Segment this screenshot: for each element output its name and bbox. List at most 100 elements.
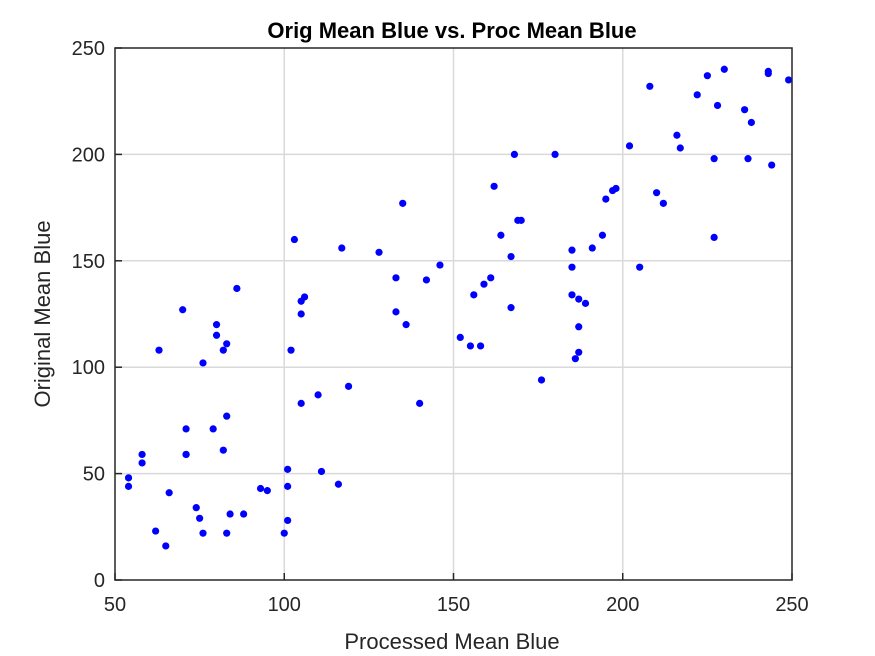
data-point xyxy=(344,382,353,390)
x-tick-label: 150 xyxy=(437,594,470,616)
grid-lines xyxy=(115,48,792,580)
data-point xyxy=(588,244,596,252)
data-point xyxy=(568,291,576,299)
data-point xyxy=(507,252,515,261)
data-point xyxy=(152,527,160,535)
data-point xyxy=(155,346,163,354)
data-point xyxy=(297,310,305,318)
data-point xyxy=(568,263,576,271)
data-point xyxy=(768,161,776,169)
data-point xyxy=(598,231,607,239)
y-tick-label: 100 xyxy=(72,357,105,379)
data-point xyxy=(284,516,292,525)
data-point xyxy=(490,182,498,190)
data-point xyxy=(399,199,407,207)
data-point xyxy=(392,274,400,282)
data-point xyxy=(470,291,478,299)
data-point xyxy=(240,510,248,518)
data-point xyxy=(466,342,475,350)
data-point xyxy=(720,65,728,73)
data-point xyxy=(456,333,464,342)
data-point xyxy=(653,189,661,197)
data-point xyxy=(284,465,292,473)
data-point xyxy=(317,467,326,476)
x-tick-label: 200 xyxy=(606,594,639,616)
data-point xyxy=(297,399,305,407)
data-point xyxy=(233,284,241,293)
data-point xyxy=(480,280,488,288)
data-point xyxy=(612,184,620,193)
data-point xyxy=(402,321,410,329)
data-point xyxy=(280,529,288,537)
data-point xyxy=(764,69,772,78)
data-point xyxy=(625,142,634,150)
data-point xyxy=(124,474,133,482)
data-point xyxy=(212,331,221,339)
y-tick-label: 200 xyxy=(72,144,105,166)
data-point xyxy=(747,118,755,127)
data-point xyxy=(219,346,227,354)
data-point xyxy=(165,489,173,497)
data-point xyxy=(510,150,519,158)
data-point xyxy=(300,293,309,301)
data-point xyxy=(192,504,200,512)
chart-title: Orig Mean Blue vs. Proc Mean Blue xyxy=(267,18,636,43)
data-point xyxy=(223,340,231,348)
axes xyxy=(114,47,793,581)
data-point xyxy=(575,348,583,356)
data-point xyxy=(517,216,525,224)
y-tick-label: 50 xyxy=(83,464,105,486)
data-point xyxy=(476,342,485,350)
data-point xyxy=(392,308,400,316)
data-point xyxy=(338,244,346,252)
data-point xyxy=(209,425,217,433)
data-point xyxy=(223,412,231,420)
data-point xyxy=(182,425,190,433)
data-point xyxy=(212,321,221,329)
data-point xyxy=(710,155,718,163)
data-point xyxy=(693,91,701,99)
data-point xyxy=(659,199,667,207)
x-tick-label: 50 xyxy=(104,594,126,616)
data-point xyxy=(710,233,718,241)
data-point xyxy=(575,295,583,303)
data-points xyxy=(124,65,793,550)
data-point xyxy=(179,306,187,314)
data-point xyxy=(575,323,583,331)
data-point xyxy=(124,482,133,490)
y-tick-label: 250 xyxy=(72,38,105,60)
data-point xyxy=(741,106,749,114)
data-point xyxy=(138,459,146,467)
x-axis-label: Processed Mean Blue xyxy=(344,629,559,654)
data-point xyxy=(334,480,343,488)
data-point xyxy=(673,131,681,139)
data-point xyxy=(551,150,559,158)
data-point xyxy=(537,376,546,384)
data-point xyxy=(196,514,204,522)
x-tick-label: 250 xyxy=(775,594,808,616)
y-tick-label: 0 xyxy=(94,570,105,592)
data-point xyxy=(646,82,654,90)
data-point xyxy=(182,450,190,459)
data-point xyxy=(785,76,793,84)
x-tick-label: 100 xyxy=(268,594,301,616)
data-point xyxy=(571,355,579,363)
data-point xyxy=(375,248,383,256)
y-tick-label: 150 xyxy=(72,251,105,273)
data-point xyxy=(256,484,265,493)
data-point xyxy=(703,72,711,80)
data-point xyxy=(744,155,752,163)
data-point xyxy=(263,487,271,495)
data-point xyxy=(287,346,295,354)
data-point xyxy=(507,304,515,312)
data-point xyxy=(226,510,234,518)
data-point xyxy=(223,529,231,537)
data-point xyxy=(416,399,424,407)
data-point xyxy=(436,261,444,269)
data-point xyxy=(422,276,431,284)
data-point xyxy=(497,231,505,239)
data-point xyxy=(602,195,610,203)
data-point xyxy=(568,246,576,254)
